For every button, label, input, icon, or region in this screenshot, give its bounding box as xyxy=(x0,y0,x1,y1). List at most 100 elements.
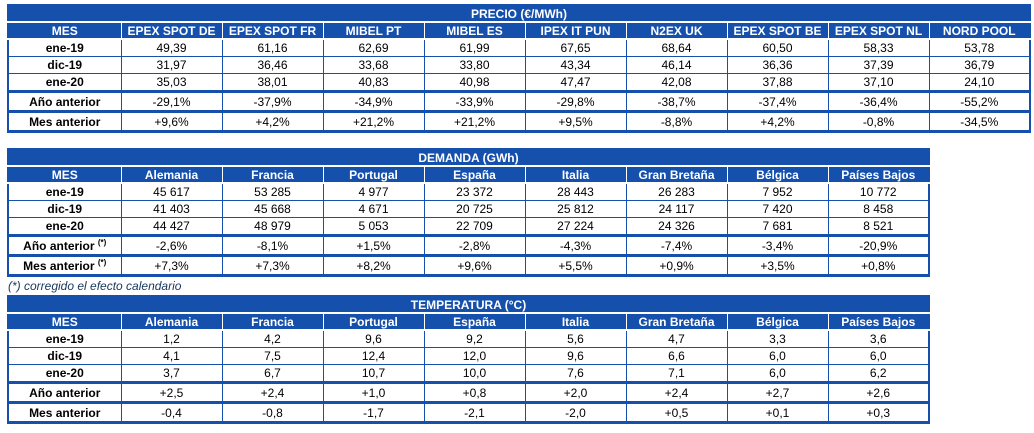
precio-row: ene-20 35,03 38,01 40,83 40,98 47,47 42,08 37,8… xyxy=(7,73,1031,92)
precio-value-cell: 60,50 xyxy=(726,38,829,57)
temperatura-value-cell: 6,7 xyxy=(221,364,324,383)
temperatura-value-cell: 7,6 xyxy=(524,364,627,383)
precio-summary-cell: -29,8% xyxy=(524,90,627,113)
precio-value-cell: 37,88 xyxy=(726,73,829,92)
temperatura-summary-cell: -0,4 xyxy=(120,401,223,424)
temperatura-value-cell: 7,1 xyxy=(625,364,728,383)
demanda-summary-row: Año anterior (*) -2,6% -8,1% +1,5% -2,8% -4,3… xyxy=(7,234,930,257)
temperatura-value-cell: 9,6 xyxy=(322,329,425,348)
demanda-summary-label-text: Año anterior xyxy=(23,238,95,253)
demanda-value-cell: 24 326 xyxy=(625,217,728,236)
temperatura-value-cell: 4,7 xyxy=(625,329,728,348)
temperatura-column-header: Gran Bretaña xyxy=(625,312,728,331)
precio-column-header: EPEX SPOT NL xyxy=(827,21,930,40)
demanda-summary-cell: -2,6% xyxy=(120,234,223,257)
precio-value-cell: 67,65 xyxy=(524,38,627,57)
precio-value-cell: 40,83 xyxy=(322,73,425,92)
demanda-column-header: España xyxy=(423,165,526,184)
temperatura-summary-cell: -2,0 xyxy=(524,401,627,424)
demanda-table-title: DEMANDA (GWh) xyxy=(7,148,930,167)
demanda-value-cell: 44 427 xyxy=(120,217,223,236)
demanda-summary-cell: -4,3% xyxy=(524,234,627,257)
calendar-footnote-marker: (*) xyxy=(97,257,107,267)
demanda-summary-cell: +5,5% xyxy=(524,254,627,277)
demanda-summary-cell: -8,1% xyxy=(221,234,324,257)
precio-summary-cell: -37,4% xyxy=(726,90,829,113)
temperatura-value-cell: 9,2 xyxy=(423,329,526,348)
precio-value-cell: 33,68 xyxy=(322,56,425,74)
demanda-column-header: Portugal xyxy=(322,165,425,184)
temperatura-value-cell: 6,0 xyxy=(726,364,829,383)
precio-summary-cell: +4,2% xyxy=(726,110,829,133)
temperatura-table: TEMPERATURA (°C) MES Alemania Francia Portug… xyxy=(7,295,930,424)
temperatura-mes-header: MES xyxy=(7,312,122,331)
energy-report: PRECIO (€/MWh) MES EPEX SPOT DE EPEX SPOT F… xyxy=(7,4,1031,424)
temperatura-summary-cell: +0,3 xyxy=(827,401,930,424)
temperatura-summary-cell: +0,5 xyxy=(625,401,728,424)
temperatura-summary-cell: +2,0 xyxy=(524,381,627,404)
precio-value-cell: 43,34 xyxy=(524,56,627,74)
temperatura-column-header: Bélgica xyxy=(726,312,829,331)
temperatura-summary-row: Mes anterior -0,4 -0,8 -1,7 -2,1 -2,0 +0,5 +0,1… xyxy=(7,401,930,424)
temperatura-value-cell: 9,6 xyxy=(524,347,627,365)
demanda-summary-cell: -7,4% xyxy=(625,234,728,257)
temperatura-summary-cell: +1,0 xyxy=(322,381,425,404)
precio-summary-cell: -8,8% xyxy=(625,110,728,133)
demanda-value-cell: 20 725 xyxy=(423,200,526,218)
temperatura-summary-label-text: Mes anterior xyxy=(29,405,101,420)
demanda-value-cell: 22 709 xyxy=(423,217,526,236)
temperatura-value-cell: 10,0 xyxy=(423,364,526,383)
demanda-value-cell: 48 979 xyxy=(221,217,324,236)
precio-summary-cell: -34,5% xyxy=(928,110,1031,133)
precio-summary-cell: +9,5% xyxy=(524,110,627,133)
temperatura-value-cell: 1,2 xyxy=(120,329,223,348)
demanda-row-label: dic-19 xyxy=(7,200,122,218)
precio-value-cell: 24,10 xyxy=(928,73,1031,92)
demanda-mes-header: MES xyxy=(7,165,122,184)
precio-mes-header: MES xyxy=(7,21,122,40)
demanda-table: DEMANDA (GWh) MES Alemania Francia Portugal E… xyxy=(7,148,930,277)
temperatura-value-cell: 6,0 xyxy=(726,347,829,365)
demanda-value-cell: 8 458 xyxy=(827,200,930,218)
precio-row: dic-19 31,97 36,46 33,68 33,80 43,34 46,14 36,3… xyxy=(7,56,1031,74)
demanda-value-cell: 25 812 xyxy=(524,200,627,218)
temperatura-table-title: TEMPERATURA (°C) xyxy=(7,295,930,314)
demanda-value-cell: 7 952 xyxy=(726,182,829,201)
precio-value-cell: 62,69 xyxy=(322,38,425,57)
precio-value-cell: 38,01 xyxy=(221,73,324,92)
precio-value-cell: 42,08 xyxy=(625,73,728,92)
demanda-value-cell: 41 403 xyxy=(120,200,223,218)
temperatura-value-cell: 5,6 xyxy=(524,329,627,348)
demanda-summary-cell: +7,3% xyxy=(120,254,223,277)
precio-value-cell: 37,10 xyxy=(827,73,930,92)
precio-value-cell: 40,98 xyxy=(423,73,526,92)
temperatura-summary-cell: +2,6 xyxy=(827,381,930,404)
temperatura-summary-cell: -0,8 xyxy=(221,401,324,424)
precio-row-label: ene-19 xyxy=(7,38,122,57)
demanda-value-cell: 4 671 xyxy=(322,200,425,218)
precio-row: ene-19 49,39 61,16 62,69 61,99 67,65 68,64 60,5… xyxy=(7,38,1031,57)
demanda-value-cell: 27 224 xyxy=(524,217,627,236)
temperatura-column-header: España xyxy=(423,312,526,331)
precio-value-cell: 68,64 xyxy=(625,38,728,57)
temperatura-summary-cell: +2,4 xyxy=(221,381,324,404)
precio-value-cell: 36,79 xyxy=(928,56,1031,74)
demanda-value-cell: 45 668 xyxy=(221,200,324,218)
temperatura-row-label: dic-19 xyxy=(7,347,122,365)
demanda-value-cell: 26 283 xyxy=(625,182,728,201)
temperatura-summary-label: Año anterior xyxy=(7,381,122,404)
demanda-column-header: Países Bajos xyxy=(827,165,930,184)
temperatura-summary-row: Año anterior +2,5 +2,4 +1,0 +0,8 +2,0 +2,4 +2,7… xyxy=(7,381,930,404)
temperatura-row-label: ene-20 xyxy=(7,364,122,383)
precio-summary-cell: +9,6% xyxy=(120,110,223,133)
demanda-summary-cell: -3,4% xyxy=(726,234,829,257)
temperatura-column-header: Francia xyxy=(221,312,324,331)
calendar-footnote-marker: (*) xyxy=(97,237,107,247)
temperatura-value-cell: 3,3 xyxy=(726,329,829,348)
precio-table: PRECIO (€/MWh) MES EPEX SPOT DE EPEX SPOT F… xyxy=(7,4,1031,133)
precio-value-cell: 53,78 xyxy=(928,38,1031,57)
precio-summary-cell: -34,9% xyxy=(322,90,425,113)
precio-value-cell: 37,39 xyxy=(827,56,930,74)
temperatura-value-cell: 6,2 xyxy=(827,364,930,383)
precio-column-header: MIBEL ES xyxy=(423,21,526,40)
